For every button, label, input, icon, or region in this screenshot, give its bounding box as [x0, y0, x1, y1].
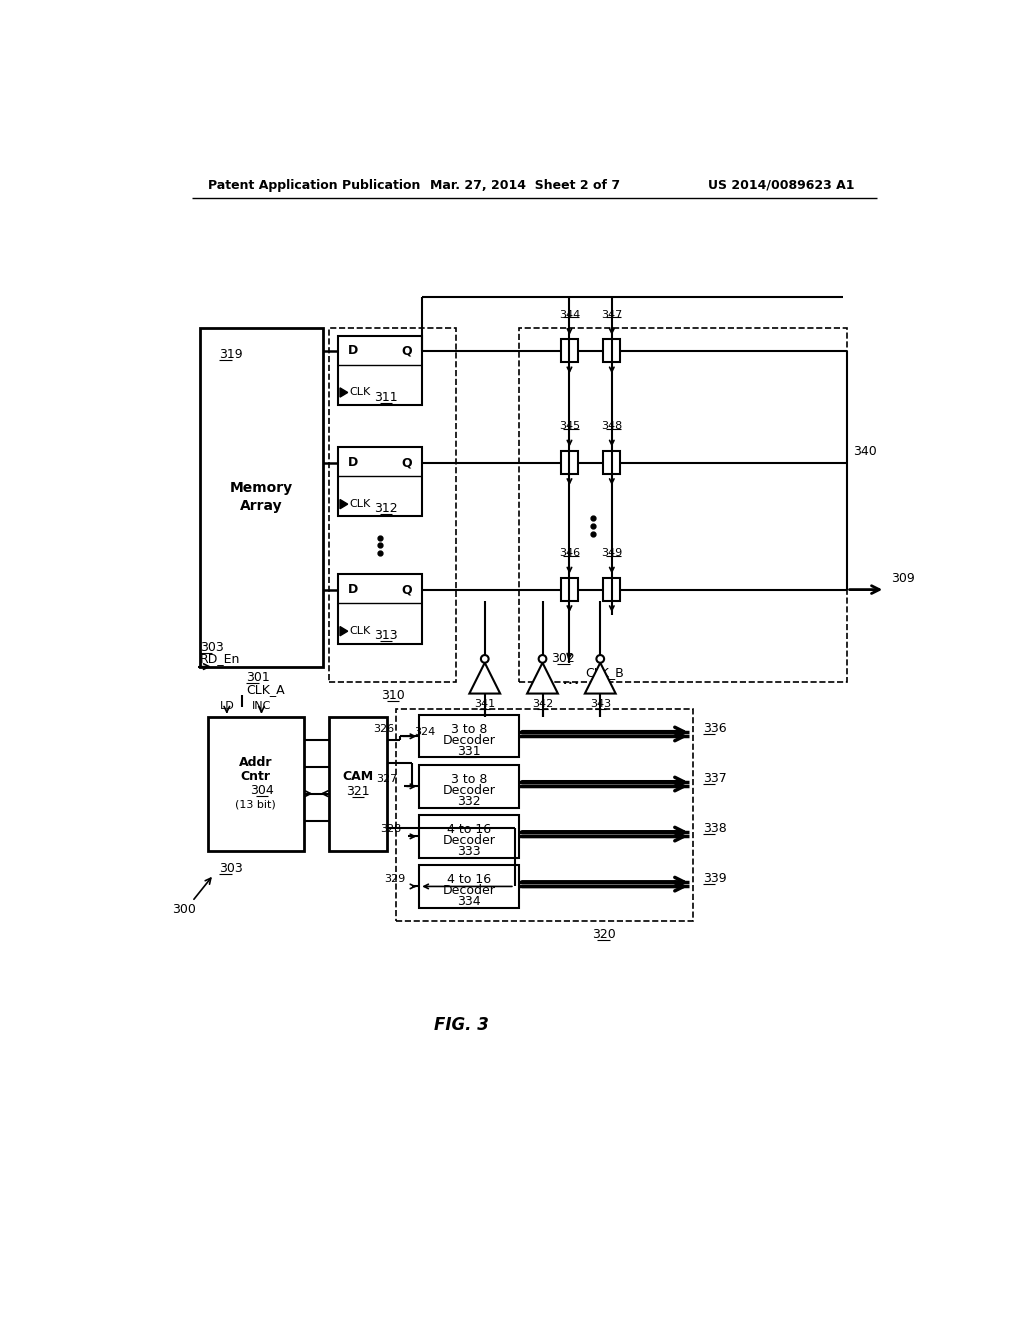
Text: 328: 328: [380, 824, 401, 834]
Text: 4 to 16: 4 to 16: [447, 822, 492, 836]
Bar: [519, 327, 847, 682]
Polygon shape: [340, 499, 348, 508]
Text: CLK_A: CLK_A: [246, 684, 285, 696]
Bar: [339, 447, 422, 516]
Text: CAM: CAM: [343, 770, 374, 783]
Text: 324: 324: [414, 727, 435, 737]
Text: US 2014/0089623 A1: US 2014/0089623 A1: [708, 178, 854, 191]
Text: 310: 310: [381, 689, 404, 702]
Text: Decoder: Decoder: [443, 884, 496, 896]
Text: 313: 313: [375, 630, 398, 643]
Circle shape: [539, 655, 547, 663]
Text: INC: INC: [252, 701, 271, 711]
Text: D: D: [348, 583, 358, 597]
Text: Decoder: Decoder: [443, 784, 496, 797]
Text: Cntr: Cntr: [241, 770, 270, 783]
Text: D: D: [348, 455, 358, 469]
Text: 340: 340: [853, 445, 877, 458]
Text: ...: ...: [561, 669, 581, 688]
Bar: [339, 574, 422, 644]
Text: 3 to 8: 3 to 8: [452, 723, 487, 735]
Text: 329: 329: [384, 874, 406, 883]
Text: 3 to 8: 3 to 8: [452, 774, 487, 785]
Bar: [208, 717, 304, 851]
Polygon shape: [585, 663, 615, 693]
Text: 4 to 16: 4 to 16: [447, 873, 492, 886]
Text: 344: 344: [559, 310, 580, 319]
Text: 332: 332: [458, 795, 481, 808]
Circle shape: [481, 655, 488, 663]
Text: 337: 337: [702, 772, 726, 785]
Text: D: D: [348, 345, 358, 358]
Text: 304: 304: [250, 784, 273, 797]
Text: Q: Q: [401, 345, 413, 358]
Text: Q: Q: [401, 455, 413, 469]
Text: CLK: CLK: [349, 499, 371, 510]
Text: 302: 302: [552, 652, 575, 665]
Text: 339: 339: [702, 873, 726, 886]
Text: Mar. 27, 2014  Sheet 2 of 7: Mar. 27, 2014 Sheet 2 of 7: [430, 178, 620, 191]
Bar: [396, 709, 692, 921]
Text: 321: 321: [346, 785, 370, 799]
Bar: [603, 451, 621, 474]
Bar: [603, 578, 621, 601]
Text: CLK_B: CLK_B: [585, 667, 624, 680]
Text: Decoder: Decoder: [443, 834, 496, 846]
Polygon shape: [527, 663, 558, 693]
Text: 349: 349: [601, 548, 623, 558]
Text: 326: 326: [373, 723, 394, 734]
Text: 300: 300: [172, 903, 197, 916]
Text: Memory: Memory: [230, 480, 293, 495]
Text: FIG. 3: FIG. 3: [434, 1015, 489, 1034]
Text: 343: 343: [590, 700, 611, 709]
Bar: [561, 451, 578, 474]
Text: 320: 320: [592, 928, 615, 941]
Text: Q: Q: [401, 583, 413, 597]
Bar: [419, 715, 519, 758]
Text: CLK: CLK: [349, 626, 371, 636]
Bar: [419, 866, 519, 908]
Text: 342: 342: [531, 700, 553, 709]
Text: 334: 334: [458, 895, 481, 908]
Bar: [561, 578, 578, 601]
Bar: [330, 327, 457, 682]
Text: Addr: Addr: [239, 756, 272, 770]
Text: 301: 301: [246, 671, 269, 684]
Polygon shape: [340, 627, 348, 636]
Text: (13 bit): (13 bit): [236, 799, 276, 809]
Bar: [419, 766, 519, 808]
Text: 346: 346: [559, 548, 580, 558]
Bar: [200, 327, 323, 667]
Text: 345: 345: [559, 421, 580, 432]
Polygon shape: [469, 663, 500, 693]
Text: 338: 338: [702, 822, 726, 836]
Text: 303: 303: [219, 862, 243, 875]
Text: 336: 336: [702, 722, 726, 735]
Circle shape: [596, 655, 604, 663]
Text: Decoder: Decoder: [443, 734, 496, 747]
Text: 333: 333: [458, 845, 481, 858]
Text: CLK: CLK: [349, 388, 371, 397]
Text: 319: 319: [219, 348, 243, 362]
Text: 311: 311: [375, 391, 398, 404]
Bar: [330, 717, 387, 851]
Bar: [339, 335, 422, 405]
Text: Array: Array: [241, 499, 283, 513]
Bar: [561, 339, 578, 363]
Text: 347: 347: [601, 310, 623, 319]
Text: 312: 312: [375, 502, 398, 515]
Text: Patent Application Publication: Patent Application Publication: [208, 178, 420, 191]
Text: LD: LD: [219, 701, 234, 711]
Text: 327: 327: [377, 774, 397, 784]
Polygon shape: [340, 388, 348, 397]
Text: 309: 309: [891, 573, 915, 585]
Text: 348: 348: [601, 421, 623, 432]
Bar: [603, 339, 621, 363]
Text: 331: 331: [458, 744, 481, 758]
Text: 341: 341: [474, 700, 496, 709]
Text: 303: 303: [200, 640, 223, 653]
Bar: [419, 816, 519, 858]
Text: RD_En: RD_En: [200, 652, 241, 665]
